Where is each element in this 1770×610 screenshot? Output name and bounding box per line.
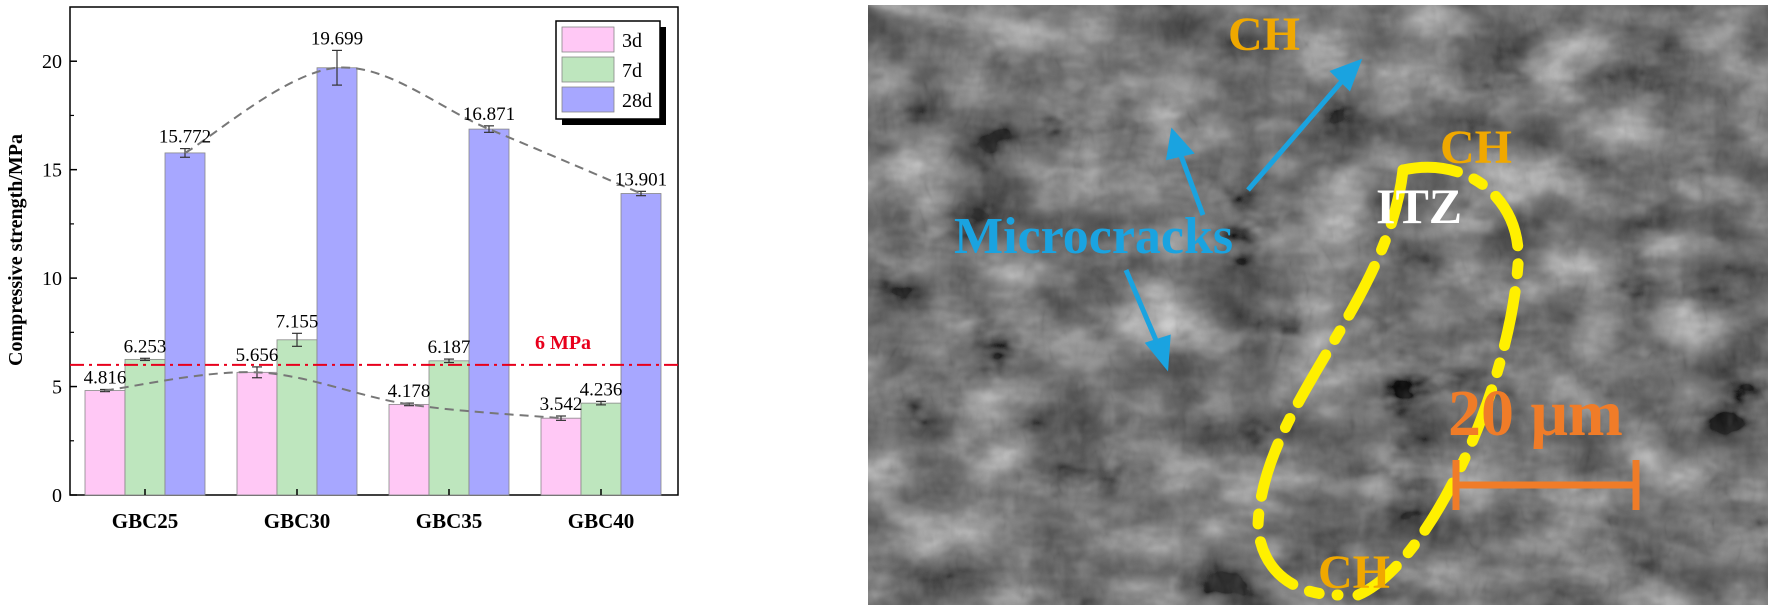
legend-swatch-28d	[561, 86, 615, 113]
trend-line-3d	[104, 371, 562, 420]
bar-28d-GBC35	[468, 128, 510, 496]
bar-28d-GBC25	[164, 152, 206, 496]
arrow-up-left-head	[1165, 127, 1195, 161]
bar-28d-GBC40	[620, 193, 662, 496]
y-tick-label-15: 15	[42, 160, 62, 182]
legend-swatch-7d	[561, 56, 615, 83]
bar-3d-GBC35	[388, 403, 430, 496]
reference-line-label: 6 MPa	[535, 332, 591, 354]
legend-label-28d: 28d	[622, 90, 652, 112]
reference-line-layer: 6 MPa	[70, 332, 678, 366]
bar-3d-GBC30	[236, 371, 278, 496]
data-label-28d-GBC40: 13.901	[615, 169, 667, 190]
data-label-3d-GBC35: 4.178	[388, 381, 431, 402]
y-tick-label-20: 20	[42, 51, 62, 73]
bar-7d-GBC30	[276, 339, 318, 496]
ch-label-right: CH	[1440, 121, 1512, 174]
data-label-3d-GBC40: 3.542	[540, 394, 583, 415]
y-axis-ticks: 0 5 10 15 20	[42, 51, 77, 507]
trend-lines-layer	[104, 66, 642, 420]
data-label-3d-GBC25: 4.816	[84, 367, 127, 388]
data-label-7d-GBC40: 4.236	[580, 379, 623, 400]
microcracks-label: Microcracks	[954, 208, 1233, 265]
data-label-28d-GBC35: 16.871	[463, 104, 515, 125]
sem-micrograph-panel: CH CH CH ITZ Microcracks 20 μm	[868, 5, 1768, 605]
y-tick-label-5: 5	[52, 377, 62, 399]
x-tick-label-GBC30: GBC30	[264, 509, 331, 533]
trend-line-28d	[184, 66, 642, 195]
scale-bar-label: 20 μm	[1448, 377, 1623, 450]
bar-chart: 6 MPa 0 5 10 15 20 GBC25 GBC30 GBC35 GBC40 4.81…	[5, 6, 679, 533]
y-tick-label-0: 0	[52, 485, 62, 507]
legend-swatch-3d	[561, 26, 615, 53]
data-label-7d-GBC25: 6.253	[124, 336, 167, 357]
bar-7d-GBC25	[124, 358, 166, 496]
data-label-28d-GBC25: 15.772	[159, 127, 211, 148]
data-labels-layer: 4.816 5.656 4.178 3.542 6.253 7.155 6.187 4.236…	[84, 28, 668, 415]
bar-3d-GBC40	[540, 417, 582, 496]
microcrack-arrows	[1123, 58, 1363, 372]
itz-outline	[1252, 161, 1524, 601]
arrow-down-line	[1123, 269, 1161, 346]
bar-7d-GBC35	[428, 360, 470, 496]
legend-label-3d: 3d	[622, 30, 642, 52]
bar-3d-GBC25	[84, 390, 126, 496]
arrow-up-right-head	[1329, 58, 1363, 92]
arrow-up-left-line	[1177, 152, 1206, 216]
data-label-7d-GBC30: 7.155	[276, 311, 319, 332]
x-tick-label-GBC25: GBC25	[112, 509, 179, 533]
x-tick-label-GBC40: GBC40	[568, 509, 635, 533]
plot-frame	[69, 6, 679, 496]
x-tick-label-GBC35: GBC35	[416, 509, 483, 533]
legend: 3d 7d 28d	[555, 20, 666, 125]
y-axis-label: Compressive strength/MPa	[5, 134, 27, 366]
bar-7d-GBC40	[580, 402, 622, 496]
data-label-3d-GBC30: 5.656	[236, 345, 279, 366]
arrow-up-right-line	[1246, 78, 1345, 192]
arrow-down-head	[1144, 334, 1171, 372]
data-label-7d-GBC35: 6.187	[428, 337, 471, 358]
ch-label-top: CH	[1228, 8, 1300, 61]
legend-label-7d: 7d	[622, 60, 642, 82]
bar-28d-GBC30	[316, 67, 358, 496]
itz-label: ITZ	[1376, 178, 1462, 234]
x-axis-labels: GBC25 GBC30 GBC35 GBC40	[112, 489, 635, 533]
ch-label-bottom: CH	[1318, 546, 1390, 599]
scale-bar	[1452, 460, 1640, 510]
data-label-28d-GBC30: 19.699	[311, 28, 363, 49]
sem-fine-texture	[868, 5, 1768, 605]
sem-micrograph: CH CH CH ITZ Microcracks 20 μm	[868, 5, 1768, 605]
bars-layer	[84, 49, 662, 496]
y-tick-label-10: 10	[42, 268, 62, 290]
